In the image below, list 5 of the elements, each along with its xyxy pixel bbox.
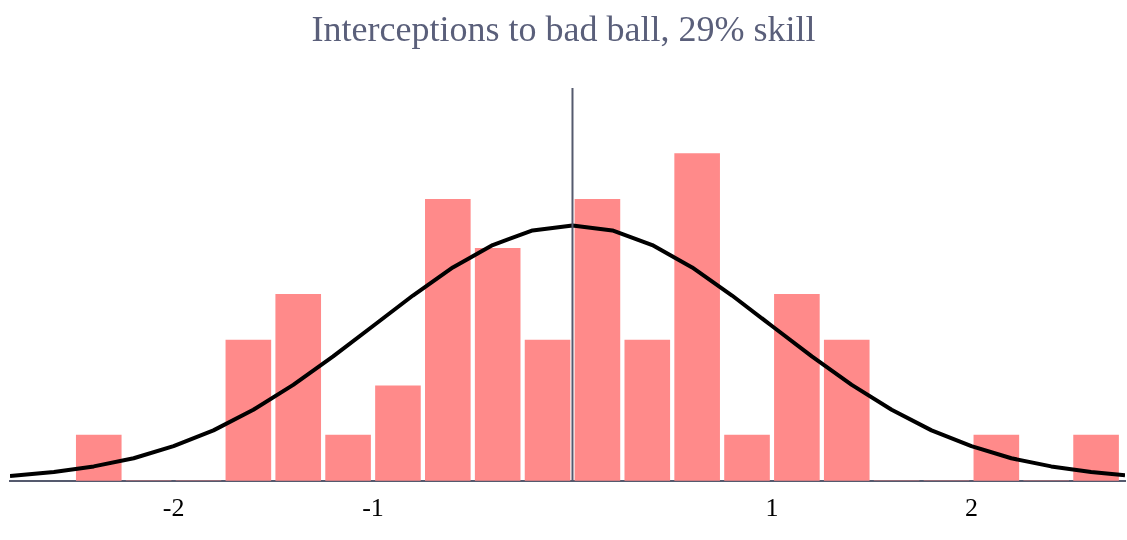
x-tick-label: -1 <box>362 493 384 523</box>
x-tick-label: -2 <box>162 493 185 523</box>
chart-title: Interceptions to bad ball, 29% skill <box>310 8 817 51</box>
x-tick-label: 2 <box>964 493 978 523</box>
x-tick-label: 1 <box>765 493 779 523</box>
